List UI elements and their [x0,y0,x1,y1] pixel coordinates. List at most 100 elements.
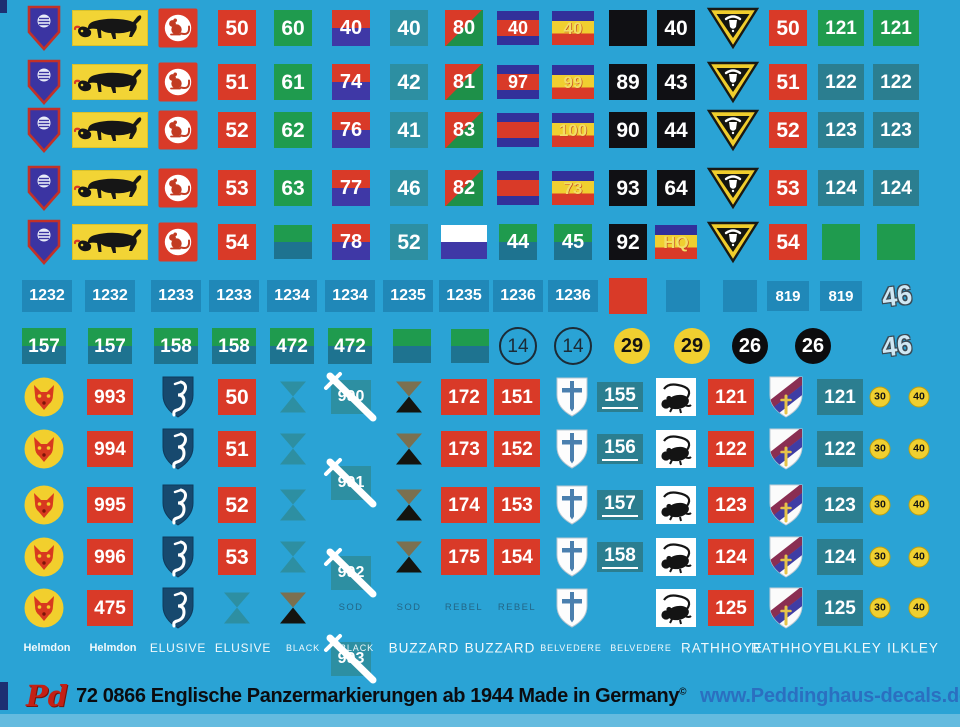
decal-small-number-circle: 30 [869,597,891,619]
decal-seahorse-shield-badge [160,427,196,471]
jerboa-icon [158,62,198,102]
website-text: www.Peddinghaus-decals.de [700,684,960,707]
tank-name-label: RATHHOYE [680,640,764,656]
decal-number-square: 153 [494,487,540,523]
decal-striped-number-square: 40 [552,11,594,45]
decal-underlined-number-square: 158 [597,542,643,572]
decal-number-square: 60 [274,10,312,46]
decal-outline-number: 46 [880,328,914,363]
pennant-shield-icon [27,219,61,265]
black-bull-icon [72,64,148,100]
decal-number-square: 994 [87,431,133,467]
cross-shield-icon [556,537,588,577]
decal-number-square: 42 [390,64,428,100]
decal-bulls-head-triangle-badge [706,220,760,264]
decal-number-square: 1233 [209,280,259,312]
decal-striped-number-square: 99 [552,65,594,99]
decal-number-square: 121 [708,379,754,415]
decal-cross-shield-badge [555,537,589,577]
striped-sword-shield-icon [769,536,803,578]
decal-number-square: 62 [274,112,312,148]
decal-number-square: 52 [218,112,256,148]
decal-number-square: 89 [609,64,647,100]
decal-number-circle: 29 [614,328,650,364]
black-bull-icon [72,224,148,260]
decal-number-square: 123 [708,487,754,523]
decal-number-square: 50 [769,10,807,46]
decal-bulls-head-triangle-badge [706,60,760,104]
pennant-shield-icon [27,59,61,105]
fox-head-icon [24,377,64,417]
tank-name-label: ILKLEY [830,640,882,656]
cross-shield-icon [556,485,588,525]
decal-number-square: 50 [218,10,256,46]
decal-seahorse-shield-badge [160,535,196,579]
decal-number-circle: 26 [795,328,831,364]
decal-bulls-head-triangle-badge [706,166,760,210]
decal-name-label: REBEL [497,602,537,614]
tank-name-label: BELVEDERE [540,643,602,653]
decal-sword-number-square: 992 [324,548,377,598]
caption-bar: Pd 72 0866 Englische Panzermarkierungen … [0,679,960,713]
jerboa-icon [158,168,198,208]
decal-number-circle: 29 [674,328,710,364]
seahorse-shield-icon [162,587,194,629]
striped-sword-shield-icon [769,484,803,526]
decal-number-square: 123 [873,112,919,148]
decal-seahorse-shield-badge [160,483,196,527]
decal-small-number-circle: 30 [869,546,891,568]
decal-number-square: 51 [218,431,256,467]
decal-number-square: 50 [218,379,256,415]
bulls-head-triangle-icon [706,7,760,50]
cross-shield-icon [556,588,588,628]
decal-black-bull-badge [72,112,148,148]
black-bull-icon [72,170,148,206]
sheet-title: 72 0866 Englische Panzermarkierungen ab … [76,685,686,708]
decal-number-square: 43 [657,64,695,100]
decal-striped-sword-shield-badge [768,428,804,470]
decal-hourglass-marking [279,541,307,574]
decal-number-square: 123 [818,112,864,148]
decal-two-tone-number-square [274,225,312,259]
decal-number-square: 122 [708,431,754,467]
bulls-head-triangle-icon [706,221,760,264]
decal-bulls-head-triangle-badge [706,108,760,152]
bottom-light-strip [0,714,960,727]
decal-jerboa-roundel-badge [158,222,198,262]
decal-cross-shield-badge [555,485,589,525]
decal-striped-number-square: 100 [552,113,594,147]
decal-black-bull-badge [72,170,148,206]
decal-striped-number-square [497,171,539,205]
decal-number-square: 122 [818,64,864,100]
decal-number-square: 53 [769,170,807,206]
striped-sword-shield-icon [769,376,803,418]
decal-name-label: SOD [396,602,422,614]
decal-diagonal-number-square: 82 [445,170,483,206]
decal-fox-roundel-badge [24,377,64,417]
decal-number-circle: 26 [732,328,768,364]
decal-number-square: 819 [767,281,809,311]
decal-number-square: 123 [817,487,863,523]
decal-hourglass-marking [395,381,423,414]
tank-name-label: Helmdon [23,642,71,654]
decal-fox-roundel-badge [24,429,64,469]
tank-name-label: BUZZARD [388,640,460,656]
decal-small-number-circle: 30 [869,438,891,460]
decal-two-tone-number-square: 77 [332,170,370,206]
black-bull-icon [72,10,148,46]
scan-edge-artifact [0,682,8,710]
decal-seahorse-shield-badge [160,586,196,630]
decal-number-square: 90 [609,112,647,148]
decal-two-tone-number-square: 40 [332,10,370,46]
decal-number-square: 40 [390,10,428,46]
bulls-head-triangle-icon [706,61,760,104]
decal-number-square: 52 [390,224,428,260]
decal-two-tone-number-square [441,225,487,259]
decal-cross-shield-badge [555,429,589,469]
decal-two-tone-number-square: 74 [332,64,370,100]
decal-number-square: 995 [87,487,133,523]
decal-hourglass-marking [279,433,307,466]
decal-small-number-circle: 30 [869,494,891,516]
decal-rat-square-badge [656,486,696,524]
decal-number-square [609,278,647,314]
